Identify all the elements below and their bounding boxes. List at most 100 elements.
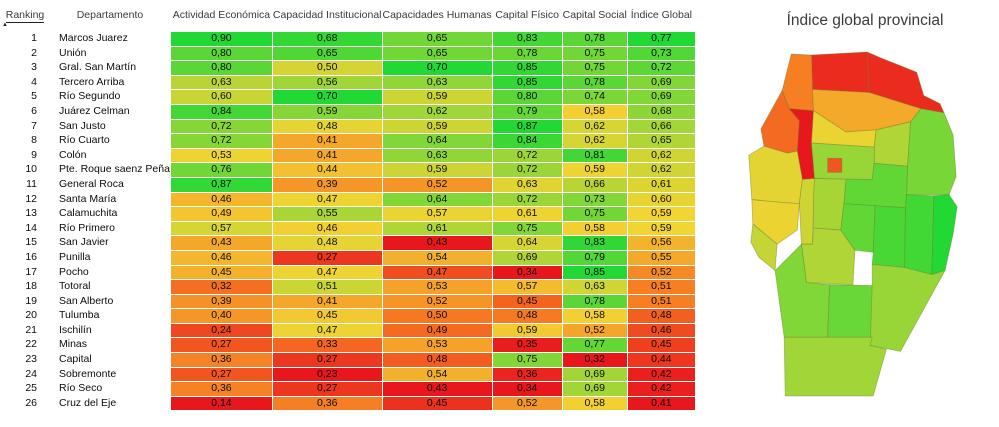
cell-value[interactable]: 0,33	[272, 338, 382, 353]
map-region-juarez-celman[interactable]	[827, 284, 876, 338]
cell-value[interactable]: 0,52	[382, 294, 492, 309]
cell-value[interactable]: 0,72	[170, 119, 272, 134]
cell-departamento[interactable]: Minas	[59, 338, 88, 351]
cell-value[interactable]: 0,59	[492, 323, 562, 338]
cell-value[interactable]: 0,54	[382, 367, 492, 382]
cell-value[interactable]: 0,27	[170, 338, 272, 353]
cell-departamento[interactable]: Pte. Roque saenz Peña	[59, 163, 170, 176]
cell-ranking[interactable]: 15	[25, 236, 37, 249]
cell-value[interactable]: 0,65	[382, 46, 492, 61]
cell-value[interactable]: 0,53	[170, 148, 272, 163]
cell-value[interactable]: 0,77	[627, 32, 695, 46]
cell-ranking[interactable]: 8	[31, 134, 37, 147]
cell-departamento[interactable]: Punilla	[59, 250, 91, 263]
cell-departamento[interactable]: San Alberto	[59, 294, 114, 307]
cell-departamento[interactable]: General Roca	[59, 177, 124, 190]
cell-value[interactable]: 0,45	[272, 309, 382, 323]
map-region-pocho[interactable]	[748, 145, 803, 205]
cell-value[interactable]: 0,43	[382, 236, 492, 250]
cell-value[interactable]: 0,49	[382, 323, 492, 338]
cell-departamento[interactable]: Ischilín	[59, 323, 92, 336]
cell-value[interactable]: 0,63	[562, 280, 627, 294]
cell-ranking[interactable]: 2	[31, 46, 37, 59]
cell-value[interactable]: 0,42	[627, 367, 695, 382]
cell-value[interactable]: 0,36	[170, 382, 272, 396]
cell-value[interactable]: 0,34	[492, 265, 562, 280]
cell-value[interactable]: 0,58	[562, 396, 627, 411]
cell-value[interactable]: 0,41	[627, 396, 695, 411]
cell-value[interactable]: 0,52	[382, 177, 492, 192]
cell-value[interactable]: 0,77	[562, 338, 627, 353]
cell-value[interactable]: 0,78	[492, 46, 562, 61]
cell-departamento[interactable]: Pocho	[59, 265, 89, 278]
cell-value[interactable]: 0,62	[627, 148, 695, 163]
cell-ranking[interactable]: 21	[25, 323, 37, 336]
map-region-colon[interactable]	[811, 142, 875, 180]
cell-departamento[interactable]: Cruz del Eje	[59, 396, 117, 409]
cell-value[interactable]: 0,51	[627, 294, 695, 309]
cell-value[interactable]: 0,66	[562, 177, 627, 192]
map-region-sobremonte[interactable]	[811, 51, 870, 93]
cell-value[interactable]: 0,63	[492, 177, 562, 192]
cell-departamento[interactable]: Sobremonte	[59, 367, 117, 380]
cell-departamento[interactable]: Río Segundo	[59, 90, 121, 103]
cell-value[interactable]: 0,73	[627, 46, 695, 61]
cell-value[interactable]: 0,65	[272, 46, 382, 61]
cell-value[interactable]: 0,57	[492, 280, 562, 294]
cell-value[interactable]: 0,70	[272, 90, 382, 104]
cell-value[interactable]: 0,70	[382, 61, 492, 75]
cell-value[interactable]: 0,75	[562, 46, 627, 61]
cell-value[interactable]: 0,78	[562, 32, 627, 46]
cell-value[interactable]: 0,59	[382, 163, 492, 177]
cell-value[interactable]: 0,69	[627, 90, 695, 104]
cell-departamento[interactable]: Colón	[59, 148, 87, 161]
cell-ranking[interactable]: 22	[25, 338, 37, 351]
cell-value[interactable]: 0,48	[272, 119, 382, 134]
cell-value[interactable]: 0,84	[170, 104, 272, 119]
cell-value[interactable]: 0,41	[272, 134, 382, 148]
cell-value[interactable]: 0,81	[562, 148, 627, 163]
cell-value[interactable]: 0,80	[170, 46, 272, 61]
cell-value[interactable]: 0,45	[382, 396, 492, 411]
cell-value[interactable]: 0,65	[627, 134, 695, 148]
cell-departamento[interactable]: Totoral	[59, 280, 91, 293]
map-region-union[interactable]	[902, 194, 935, 275]
cell-value[interactable]: 0,52	[492, 396, 562, 411]
cell-ranking[interactable]: 4	[31, 75, 37, 88]
cell-value[interactable]: 0,14	[170, 396, 272, 411]
cell-ranking[interactable]: 3	[31, 61, 37, 74]
cell-value[interactable]: 0,46	[272, 221, 382, 236]
cell-value[interactable]: 0,64	[492, 236, 562, 250]
cell-value[interactable]: 0,63	[382, 148, 492, 163]
map-region-marcos-juarez[interactable]	[931, 194, 958, 275]
cell-departamento[interactable]: Santa María	[59, 192, 117, 205]
cell-value[interactable]: 0,35	[492, 338, 562, 353]
map-region-gral-san-martin[interactable]	[871, 205, 906, 268]
cell-ranking[interactable]: 23	[25, 353, 37, 366]
cell-value[interactable]: 0,66	[627, 119, 695, 134]
cell-value[interactable]: 0,59	[627, 221, 695, 236]
cell-value[interactable]: 0,59	[382, 119, 492, 134]
cell-value[interactable]: 0,62	[562, 134, 627, 148]
cell-value[interactable]: 0,32	[170, 280, 272, 294]
cell-value[interactable]: 0,48	[492, 309, 562, 323]
cell-value[interactable]: 0,45	[492, 294, 562, 309]
cell-value[interactable]: 0,72	[627, 61, 695, 75]
cell-value[interactable]: 0,61	[627, 177, 695, 192]
cell-value[interactable]: 0,79	[562, 250, 627, 265]
map-region-punilla[interactable]	[798, 178, 815, 245]
cell-value[interactable]: 0,47	[272, 265, 382, 280]
cell-value[interactable]: 0,84	[492, 134, 562, 148]
column-header-capacidad-institucional[interactable]: Capacidad Institucional	[273, 4, 382, 31]
cell-value[interactable]: 0,74	[562, 90, 627, 104]
cell-value[interactable]: 0,51	[627, 280, 695, 294]
cell-ranking[interactable]: 6	[31, 104, 37, 117]
map-region-tercero-arriba[interactable]	[840, 203, 876, 253]
cell-value[interactable]: 0,75	[492, 221, 562, 236]
cell-value[interactable]: 0,62	[562, 119, 627, 134]
cell-value[interactable]: 0,69	[627, 75, 695, 90]
column-header-departamento[interactable]: Departamento	[50, 4, 170, 31]
cell-ranking[interactable]: 18	[25, 280, 37, 293]
cell-value[interactable]: 0,54	[382, 250, 492, 265]
cell-value[interactable]: 0,51	[272, 280, 382, 294]
